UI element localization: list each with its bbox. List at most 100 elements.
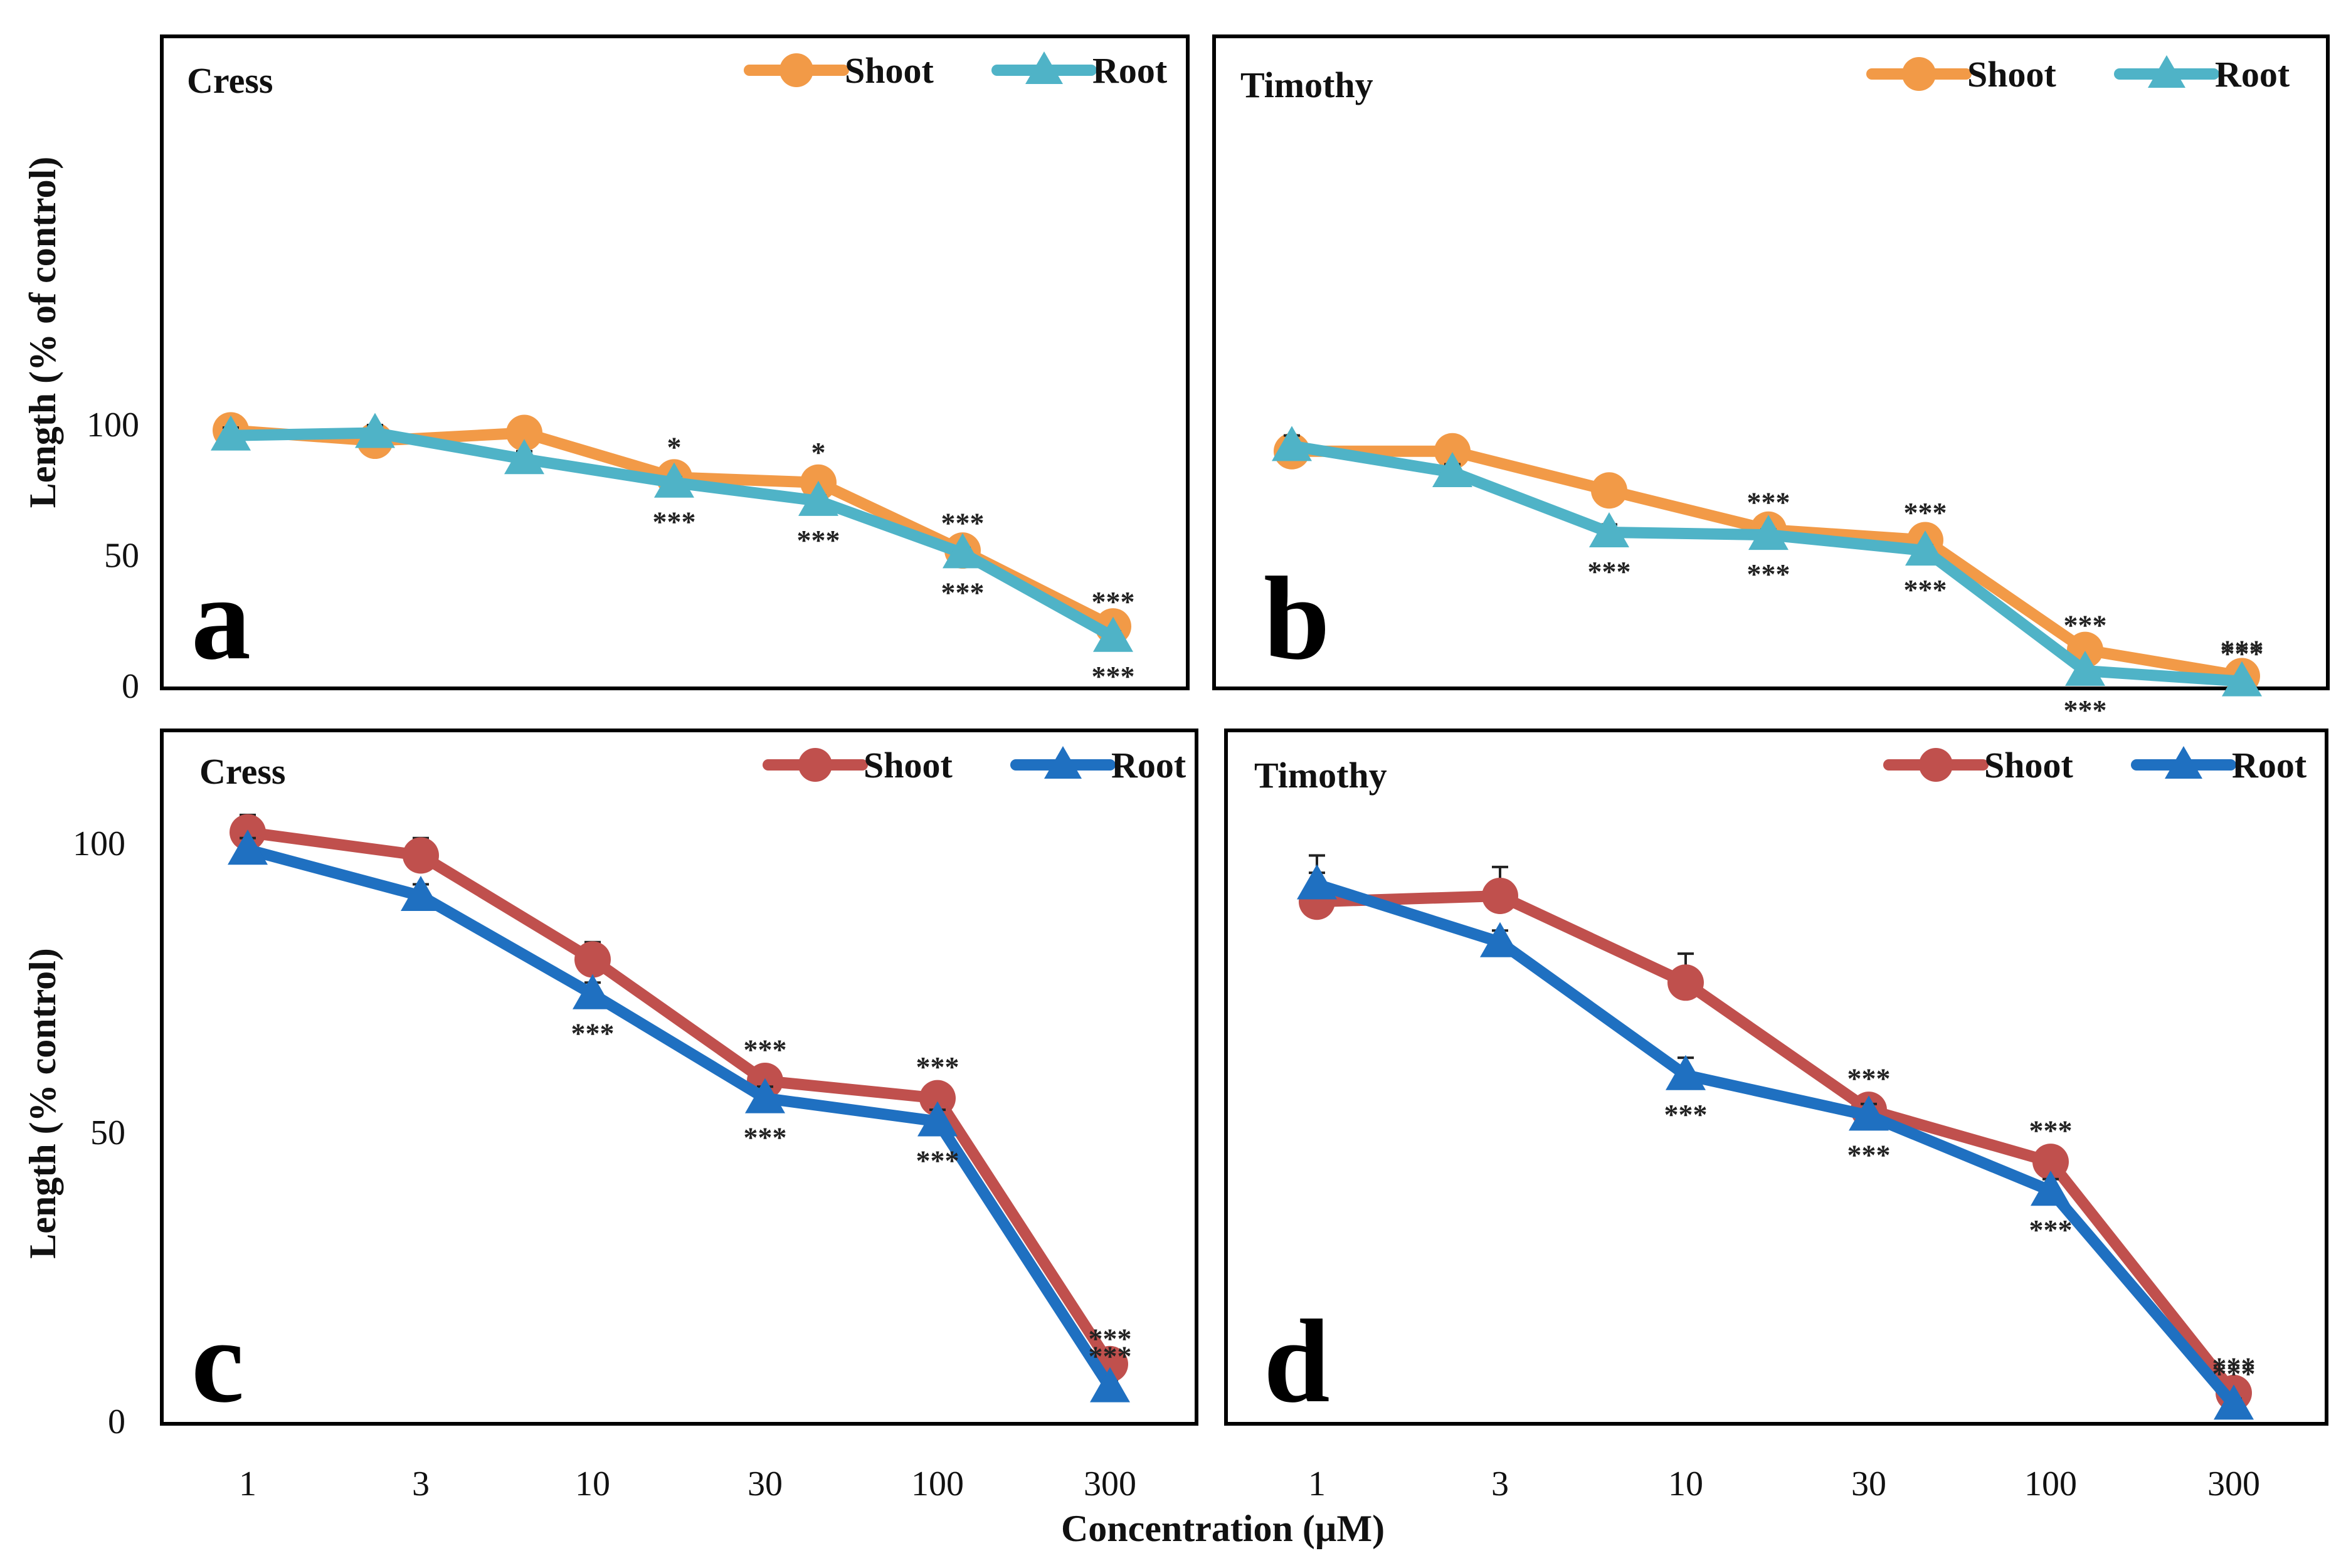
panel-d-legend-shoot: Shoot [1883, 745, 2074, 786]
panel-d-series-shoot-point [2032, 1144, 2069, 1181]
panel-d-series-root-point [2214, 1384, 2254, 1420]
panel-c-title: Cress [199, 751, 285, 792]
panel-d-legend-marker [2165, 746, 2202, 779]
panel-c-legend-marker [798, 748, 832, 782]
panel-a-series-root-point [798, 480, 838, 516]
panel-a-series-root [211, 413, 1133, 652]
panel-d-series-root-point [1297, 864, 1337, 900]
panel-a-legend-label: Shoot [845, 50, 934, 91]
panel-a-ytick-label: 100 [87, 406, 139, 445]
panel-d-legend-label: Root [2232, 745, 2307, 786]
panel-b-series-root-point [1905, 530, 1945, 566]
panel-d-legend-marker [1919, 748, 1953, 782]
panel-c-series-shoot-point [574, 941, 611, 978]
panel-b-series-shoot-point [1434, 433, 1471, 470]
panel-d-significance-label: *** [1847, 1139, 1891, 1171]
panel-c-series-root-point [573, 974, 613, 1009]
panel-c-legend-marker [1044, 746, 1082, 779]
panel-c-series-shoot-point [403, 837, 439, 874]
panel-a-legend-shoot: Shoot [744, 50, 934, 91]
panel-a-series-root-point [654, 462, 694, 498]
panel-a-title: Cress [187, 60, 273, 101]
panel-c-legend-label: Root [1111, 745, 1186, 786]
panel-c-xtick-label: 3 [412, 1465, 430, 1503]
panel-d-series-root-point [1849, 1095, 1889, 1131]
panel-a-significance-label: * [667, 431, 682, 463]
panel-a-series-root-point [211, 415, 251, 451]
panel-c-series-shoot-line [242, 826, 1116, 1370]
panel-c-significance-label: *** [744, 1122, 787, 1154]
panel-d-letter: d [1264, 1296, 1330, 1428]
panel-d-xtick-label: 30 [1851, 1465, 1886, 1503]
panel-d-significance-label: *** [2212, 1357, 2256, 1389]
y-axis-title-bottom: Length (% control) [22, 948, 63, 1259]
panel-c-xtick-label: 300 [1084, 1465, 1136, 1503]
panel-d-significance-label: *** [2029, 1214, 2073, 1246]
panel-d-series-root-point [1666, 1055, 1706, 1090]
panel-b-significance-label: *** [1747, 558, 1790, 590]
panel-b-significance-label: *** [1904, 497, 1947, 529]
panel-b-significance-label: *** [2064, 609, 2107, 641]
panel-b-legend-label: Root [2215, 54, 2290, 95]
panel-a-series-shoot-point [506, 414, 542, 451]
panel-b-frame [1212, 34, 2330, 690]
panel-c-significance-label: *** [744, 1034, 787, 1066]
panel-c-xtick-label: 1 [239, 1465, 256, 1503]
panel-a-legend-root: Root [991, 50, 1168, 91]
panel-b-letter: b [1264, 553, 1330, 685]
y-axis-title-top: Length (% of control) [22, 157, 63, 508]
panel-a-significance-label: *** [941, 507, 985, 539]
panel-c-legend-label: Shoot [864, 745, 953, 786]
panel-d-legend-root: Root [2131, 745, 2307, 786]
panel-b: Timothy***************************Shoot R… [1212, 34, 2330, 726]
panel-a-significance-label: *** [653, 506, 696, 538]
panel-b-legend-label: Shoot [1967, 54, 2057, 95]
panel-d-significance-label: *** [2029, 1115, 2073, 1147]
panel-b-significance-label: *** [1588, 555, 1631, 587]
panel-d-xtick-label: 100 [2024, 1465, 2077, 1503]
panel-c-frame [160, 729, 1198, 1426]
panel-a-legend-label: Root [1092, 50, 1168, 91]
panel-b-significance-label: *** [1904, 574, 1947, 606]
panel-d-title: Timothy [1254, 755, 1387, 796]
panel-d-xtick-label: 3 [1491, 1465, 1509, 1503]
panel-c-series-root [228, 829, 1130, 1402]
panel-d-series-shoot-point [1667, 964, 1704, 1001]
panel-a-ytick-label: 0 [122, 667, 139, 706]
panel-c-legend-root: Root [1010, 745, 1186, 786]
panel-d-series-shoot-line [1311, 890, 2239, 1399]
panel-d-series-root-line [1311, 878, 2239, 1411]
panel-c-series-root-point [401, 875, 441, 911]
panel-d-significance-label: *** [1664, 1098, 1708, 1130]
panel-b-significance-label: *** [2221, 638, 2264, 670]
panel-d-significance-label: *** [1847, 1063, 1891, 1095]
panel-d-xtick-label: 300 [2207, 1465, 2260, 1503]
panel-a-series-root-point [1093, 616, 1133, 652]
panel-b-series-root-point [1589, 512, 1629, 547]
panel-a-significance-label: *** [1092, 660, 1135, 692]
panel-b-significance-label: *** [2064, 694, 2107, 726]
panel-d-series-root-point [2031, 1171, 2071, 1206]
panel-b-series-root [1272, 426, 2262, 697]
panel-d-xtick-label: 1 [1308, 1465, 1326, 1503]
panel-c-significance-label: *** [571, 1018, 615, 1050]
panel-c-ytick-label: 0 [108, 1402, 125, 1441]
panel-b-series-shoot-point [1591, 472, 1627, 509]
panel-d-significance-label: *** [2212, 1352, 2256, 1384]
panel-a-legend-marker [779, 53, 813, 87]
panel-c-letter: c [191, 1296, 244, 1428]
panel-b-title: Timothy [1240, 65, 1373, 105]
panel-a-ytick-label: 50 [104, 537, 139, 576]
panel-b-significance-label: *** [2221, 634, 2264, 666]
panel-b-legend-root: Root [2114, 54, 2290, 95]
panel-d-series-root [1297, 854, 2254, 1420]
panel-d: 1 3 10 30 100 300Timothy*********************… [1224, 729, 2328, 1503]
panel-b-series-root-point [1748, 515, 1789, 550]
panel-c-significance-label: *** [916, 1051, 959, 1083]
panel-d-xtick-label: 10 [1668, 1465, 1703, 1503]
panel-b-significance-label: *** [1747, 486, 1790, 518]
panel-c-series-root-point [917, 1101, 958, 1137]
x-axis-title: Concentration (µM) [1061, 1508, 1385, 1549]
